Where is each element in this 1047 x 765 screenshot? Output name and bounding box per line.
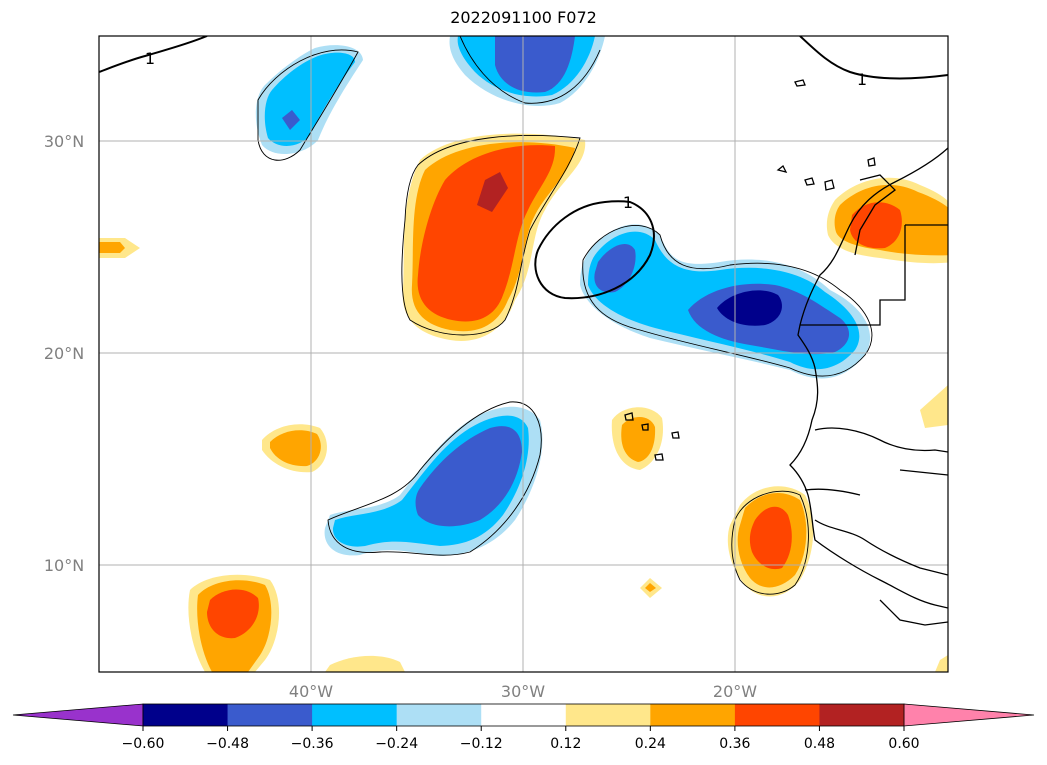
gridlines xyxy=(99,36,948,672)
colorbar-tick-label: 0.24 xyxy=(635,736,666,752)
colorbar-tick-label: 0.60 xyxy=(888,736,919,752)
positive-anomaly-north xyxy=(401,133,586,341)
map-area: 1 1 1 xyxy=(99,36,948,672)
lat-tick-10n: 10°N xyxy=(44,556,84,575)
positive-anomaly-southwest xyxy=(188,574,280,672)
lon-tick-30w: 30°W xyxy=(501,682,545,701)
colorbar-tick-label: 0.36 xyxy=(719,736,750,752)
colorbar-bin xyxy=(481,704,567,726)
colorbar-bin xyxy=(650,704,736,726)
colorbar-bin xyxy=(312,704,398,726)
colorbar-bin xyxy=(227,704,313,726)
lat-tick-30n: 30°N xyxy=(44,132,84,151)
map-title: 2022091100 F072 xyxy=(450,8,597,27)
colorbar-bin xyxy=(819,704,905,726)
negative-anomaly-top xyxy=(449,36,605,106)
negative-anomaly-south xyxy=(324,401,543,556)
colorbar-tick-label: −0.12 xyxy=(460,736,503,752)
contour-label-ne: 1 xyxy=(857,70,867,89)
contour-lines xyxy=(99,36,948,300)
colorbar-over-arrow xyxy=(903,703,1035,727)
lon-tick-20w: 20°W xyxy=(713,682,757,701)
positive-anomaly-northeast xyxy=(826,177,948,264)
colorbar-bin xyxy=(396,704,482,726)
map-frame xyxy=(98,35,949,673)
colorbar-under-arrow xyxy=(12,703,144,727)
colorbar-tick-label: −0.36 xyxy=(291,736,334,752)
colorbar-tick-label: 0.12 xyxy=(550,736,581,752)
negative-anomaly-east xyxy=(580,224,873,379)
negative-anomaly-upper-left xyxy=(255,45,363,161)
colorbar-tick-label: −0.60 xyxy=(122,736,165,752)
colorbar-frame xyxy=(142,703,905,727)
lon-tick-40w: 40°W xyxy=(289,682,333,701)
colorbar: −0.60 −0.48 −0.36 −0.24 −0.12 0.12 0.24 0.36 0.4… xyxy=(12,703,1035,752)
colorbar-tick-label: −0.48 xyxy=(206,736,249,752)
coastlines xyxy=(624,79,948,626)
colorbar-tick-label: −0.24 xyxy=(375,736,418,752)
colorbar-bin xyxy=(565,704,651,726)
colorbar-bin xyxy=(143,704,229,726)
lat-tick-20n: 20°N xyxy=(44,344,84,363)
colorbar-tick-label: 0.48 xyxy=(804,736,835,752)
positive-anomaly-southeast xyxy=(727,486,814,597)
colorbar-bin xyxy=(734,704,820,726)
contour-label-center: 1 xyxy=(623,193,633,212)
contour-label-nw: 1 xyxy=(145,49,155,68)
